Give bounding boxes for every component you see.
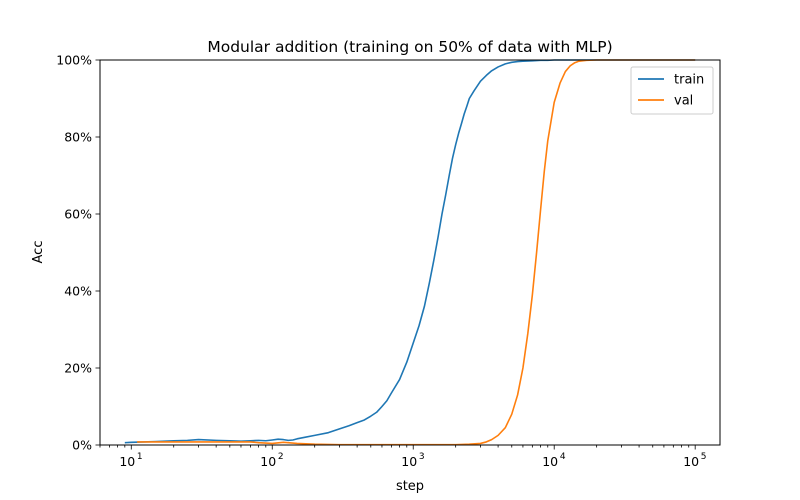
legend-label-train: train bbox=[674, 73, 704, 88]
y-axis-label: Acc bbox=[31, 241, 46, 264]
x-tick-label: 10 bbox=[260, 454, 276, 469]
x-tick-exponent: 1 bbox=[137, 452, 143, 462]
y-tick-label: 60% bbox=[64, 207, 92, 222]
y-tick-label: 20% bbox=[64, 361, 92, 376]
x-tick-exponent: 5 bbox=[701, 452, 707, 462]
y-tick-label: 100% bbox=[56, 53, 92, 68]
legend: train val bbox=[630, 66, 714, 115]
x-axis-label: step bbox=[396, 479, 424, 494]
x-tick-exponent: 4 bbox=[560, 452, 566, 462]
x-tick-exponent: 2 bbox=[278, 452, 284, 462]
x-tick-label: 10 bbox=[542, 454, 558, 469]
chart-title: Modular addition (training on 50% of dat… bbox=[207, 38, 612, 56]
series-layer bbox=[124, 59, 696, 446]
y-tick-label: 80% bbox=[64, 130, 92, 145]
y-axis: 0% 20% 40% 60% 80% 100% bbox=[56, 53, 100, 453]
legend-label-val: val bbox=[674, 94, 693, 109]
x-axis: 10 1 10 2 10 3 10 4 10 5 bbox=[99, 445, 707, 469]
x-tick-label: 10 bbox=[683, 454, 699, 469]
x-tick-label: 10 bbox=[401, 454, 417, 469]
x-tick-exponent: 3 bbox=[419, 452, 425, 462]
x-tick-label: 10 bbox=[119, 454, 135, 469]
y-tick-label: 0% bbox=[72, 438, 92, 453]
series-line-train bbox=[124, 59, 696, 444]
y-tick-label: 40% bbox=[64, 284, 92, 299]
axes-frame bbox=[99, 59, 721, 446]
plot-area bbox=[100, 60, 720, 445]
series-line-val bbox=[137, 59, 696, 446]
